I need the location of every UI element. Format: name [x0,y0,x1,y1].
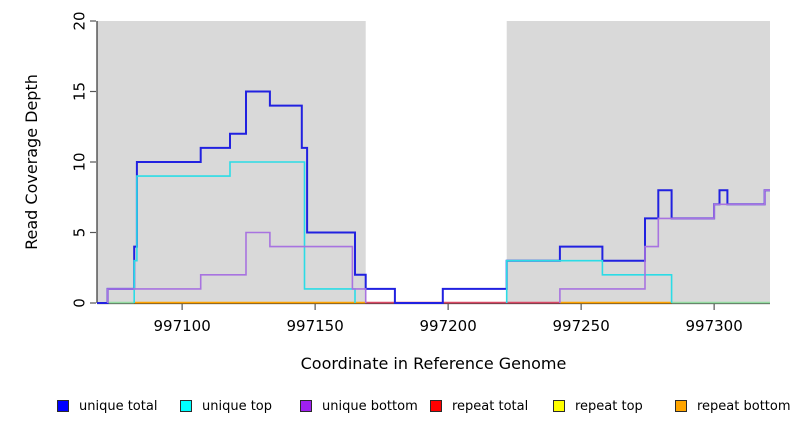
series-line-unique-top [505,259,673,303]
legend-color-swatch [300,400,312,412]
x-tick-label: 997250 [553,317,610,335]
x-tick-label: 997150 [286,317,343,335]
series-line-unique-bottom [559,189,770,303]
legend-color-swatch [57,400,69,412]
legend-item-repeat-top: repeat top [553,398,643,414]
legend-color-swatch [180,400,192,412]
y-tick-label: 0 [70,298,88,308]
legend-label: unique total [79,398,158,414]
legend-label: repeat bottom [697,398,791,414]
y-tick-label: 10 [70,152,88,171]
legend-color-swatch [675,400,687,412]
legend-color-swatch [553,400,565,412]
legend-item-unique-total: unique total [57,398,158,414]
x-tick-label: 997200 [419,317,476,335]
legend-label: repeat top [575,398,643,414]
legend-label: unique bottom [322,398,418,414]
legend-item-unique-top: unique top [180,398,273,414]
y-tick-label: 15 [70,82,88,101]
x-tick-label: 997300 [686,317,743,335]
legend-label: unique top [202,398,273,414]
series-line-unique-top [133,161,356,303]
legend-label: repeat total [452,398,529,414]
y-tick-label: 5 [70,228,88,238]
y-tick-label: 20 [70,11,88,30]
series-line-unique-bottom [106,231,367,303]
legend-item-repeat-total: repeat total [430,398,529,414]
x-axis-title: Coordinate in Reference Genome [300,354,567,373]
legend-item-unique-bottom: unique bottom [300,398,418,414]
legend-item-repeat-bottom: repeat bottom [675,398,791,414]
x-tick-label: 997100 [153,317,210,335]
plot-shaded-region [506,21,770,303]
legend-color-swatch [430,400,442,412]
y-axis-title: Read Coverage Depth [22,74,41,250]
